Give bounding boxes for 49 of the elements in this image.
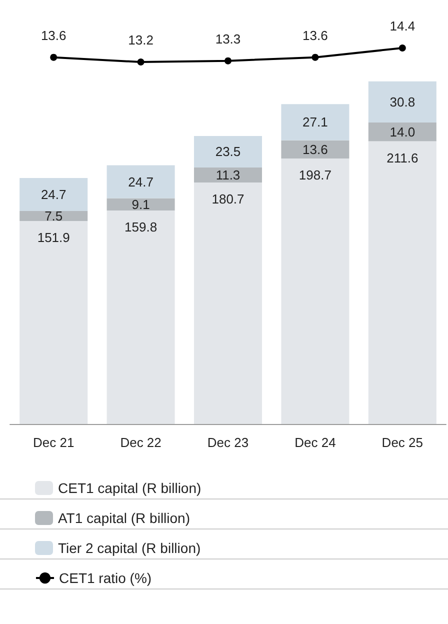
x-tick-label: Dec 24 (294, 435, 336, 450)
data-label: 198.7 (298, 167, 332, 182)
data-label: 159.8 (124, 219, 158, 234)
bar (281, 140, 350, 158)
data-label: 211.6 (386, 150, 418, 166)
data-label: 24.7 (128, 174, 154, 190)
x-tick-label: Dec 23 (207, 435, 249, 450)
bar (368, 141, 436, 424)
bar (194, 182, 262, 424)
point (224, 57, 232, 64)
bar (20, 221, 88, 424)
bar (368, 81, 436, 123)
data-label: 11.3 (216, 167, 240, 182)
data-label: 180.7 (212, 192, 244, 207)
data-label: 27.1 (302, 114, 328, 130)
data-label: 13.3 (215, 31, 241, 46)
legend-label: CET1 capital (R billion) (58, 480, 202, 496)
data-label: 13.6 (40, 28, 66, 43)
bar (368, 122, 436, 142)
x-tick-label: Dec 22 (120, 435, 162, 450)
data-label: 13.6 (302, 28, 328, 43)
data-label: 151.9 (37, 230, 70, 246)
x-tick-label: Dec 25 (382, 435, 423, 450)
data-label: 23.5 (215, 144, 241, 160)
bar (106, 165, 175, 198)
data-label: 30.8 (390, 94, 416, 110)
data-label: 14.4 (390, 18, 416, 34)
bar (194, 136, 262, 168)
point (137, 58, 144, 66)
bar (106, 198, 175, 210)
bar (106, 210, 175, 424)
bar (194, 167, 262, 183)
data-label: 7.5 (44, 208, 63, 224)
bar (20, 178, 88, 212)
bar (281, 158, 350, 424)
data-label: 24.7 (40, 187, 66, 202)
data-label: 14.0 (390, 124, 416, 140)
bar (281, 104, 350, 140)
point (398, 44, 406, 52)
legend-label: Tier 2 capital (R billion) (58, 540, 201, 556)
x-tick-label: Dec 21 (33, 435, 74, 450)
legend-label: CET1 ratio (%) (59, 570, 152, 586)
point (50, 54, 58, 61)
data-label: 13.2 (128, 32, 154, 48)
legend-label: AT1 capital (R billion) (58, 510, 190, 526)
point (312, 54, 319, 61)
bar (20, 211, 88, 222)
data-label: 13.6 (302, 142, 328, 157)
data-label: 9.1 (132, 196, 150, 212)
